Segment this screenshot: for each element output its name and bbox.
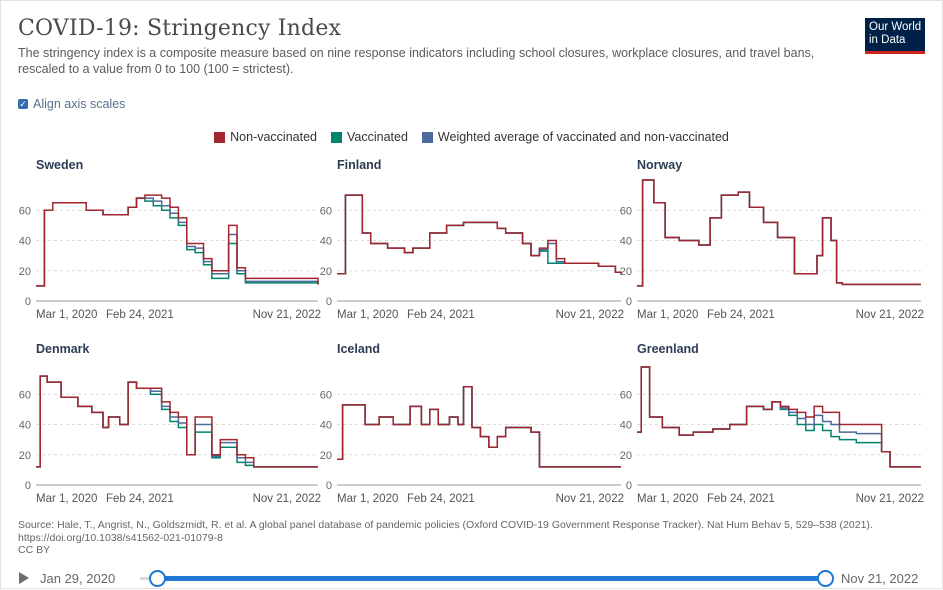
y-tick-label-denmark: 60: [19, 389, 31, 401]
y-tick-label-finland: 60: [320, 205, 332, 217]
y-tick-label-sweden: 60: [19, 205, 31, 217]
x-tick-label-greenland: Mar 1, 2020: [637, 493, 698, 505]
x-tick-label-norway: Nov 21, 2022: [856, 309, 924, 321]
series-line-sweden-weighted: [36, 197, 319, 287]
y-tick-label-sweden: 0: [25, 296, 31, 308]
panel-title-greenland: Greenland: [637, 342, 699, 356]
x-tick-label-greenland: Feb 24, 2021: [707, 493, 775, 505]
y-tick-label-greenland: 40: [620, 420, 632, 432]
x-tick-label-iceland: Nov 21, 2022: [556, 493, 624, 505]
legend-label: Non-vaccinated: [230, 130, 317, 144]
y-tick-label-sweden: 20: [19, 266, 31, 278]
y-tick-label-denmark: 40: [19, 420, 31, 432]
timeline-start-handle[interactable]: [149, 570, 166, 587]
y-tick-label-iceland: 0: [326, 480, 332, 492]
x-tick-label-denmark: Mar 1, 2020: [36, 493, 97, 505]
y-tick-label-greenland: 0: [626, 480, 632, 492]
series-line-greenland-weighted: [637, 366, 921, 468]
timeline-end-date: Nov 21, 2022: [841, 571, 919, 586]
series-line-denmark-non-vaccinated: [36, 375, 318, 468]
series-line-iceland-non-vaccinated: [337, 385, 621, 468]
checkbox-checked-icon[interactable]: ✓: [18, 99, 28, 109]
series-line-norway-weighted: [637, 179, 921, 287]
series-line-greenland-non-vaccinated: [637, 366, 921, 468]
legend-label: Vaccinated: [347, 130, 408, 144]
small-multiples-charts: Sweden 0 20 40 60 Mar 1, 2020 Feb 24, 2021 Nov …: [19, 158, 924, 505]
y-tick-label-denmark: 20: [19, 450, 31, 462]
x-tick-label-norway: Feb 24, 2021: [707, 309, 775, 321]
y-tick-label-norway: 20: [620, 266, 632, 278]
x-tick-label-finland: Nov 21, 2022: [556, 309, 624, 321]
series-line-finland-non-vaccinated: [337, 194, 622, 275]
y-tick-label-finland: 40: [320, 236, 332, 248]
series-line-finland-vaccinated: [337, 194, 622, 275]
x-tick-label-sweden: Mar 1, 2020: [36, 309, 97, 321]
legend: Non-vaccinated Vaccinated Weighted avera…: [0, 130, 943, 144]
y-tick-label-finland: 20: [320, 266, 332, 278]
legend-swatch: [331, 131, 342, 143]
panel-title-norway: Norway: [637, 158, 682, 172]
y-tick-label-norway: 60: [620, 205, 632, 217]
timeline-range[interactable]: [156, 576, 825, 581]
play-icon[interactable]: [19, 572, 29, 584]
chart-subtitle: The stringency index is a composite meas…: [18, 46, 815, 76]
series-line-sweden-vaccinated: [36, 197, 319, 287]
y-tick-label-iceland: 60: [320, 389, 332, 401]
y-tick-label-iceland: 40: [320, 420, 332, 432]
x-tick-label-iceland: Mar 1, 2020: [337, 493, 398, 505]
y-tick-label-finland: 0: [326, 296, 332, 308]
legend-swatch: [214, 131, 226, 143]
x-tick-label-norway: Mar 1, 2020: [637, 309, 698, 321]
panel-title-sweden: Sweden: [36, 158, 83, 172]
series-line-greenland-vaccinated: [637, 366, 921, 468]
series-line-finland-weighted: [337, 194, 622, 275]
license-text: CC BY: [18, 544, 51, 556]
x-tick-label-sweden: Nov 21, 2022: [253, 309, 321, 321]
align-axis-toggle[interactable]: ✓ Align axis scales: [18, 97, 125, 111]
series-line-sweden-non-vaccinated: [36, 194, 319, 287]
legend-item-vaccinated[interactable]: Vaccinated: [331, 130, 408, 144]
y-tick-label-norway: 0: [626, 296, 632, 308]
owid-logo[interactable]: Our World in Data: [865, 18, 925, 54]
x-tick-label-greenland: Nov 21, 2022: [856, 493, 924, 505]
x-tick-label-iceland: Feb 24, 2021: [407, 493, 475, 505]
x-tick-label-sweden: Feb 24, 2021: [106, 309, 174, 321]
legend-swatch: [421, 131, 433, 143]
x-tick-label-finland: Mar 1, 2020: [337, 309, 398, 321]
align-axis-label: Align axis scales: [33, 97, 126, 111]
legend-item-non-vaccinated[interactable]: Non-vaccinated: [214, 130, 317, 144]
y-tick-label-iceland: 20: [320, 450, 332, 462]
legend-item-weighted-average[interactable]: Weighted average of vaccinated and non-v…: [421, 130, 729, 144]
y-tick-label-sweden: 40: [19, 236, 31, 248]
logo-line-2: in Data: [869, 33, 906, 46]
chart-title: COVID-19: Stringency Index: [18, 16, 342, 41]
logo-line-1: Our World: [869, 21, 922, 33]
x-tick-label-denmark: Nov 21, 2022: [253, 493, 321, 505]
y-tick-label-greenland: 60: [620, 389, 632, 401]
panel-title-finland: Finland: [337, 158, 381, 172]
x-tick-label-finland: Feb 24, 2021: [407, 309, 475, 321]
source-text: Source: Hale, T., Angrist, N., Goldszmid…: [18, 519, 873, 544]
timeline-end-handle[interactable]: [817, 570, 834, 587]
panel-title-denmark: Denmark: [36, 342, 90, 356]
series-line-norway-non-vaccinated: [637, 179, 921, 287]
timeline-slider: Jan 29, 2020 Nov 21, 2022: [0, 566, 943, 590]
y-tick-label-norway: 40: [620, 236, 632, 248]
series-line-norway-vaccinated: [637, 179, 921, 287]
y-tick-label-greenland: 20: [620, 450, 632, 462]
y-tick-label-denmark: 0: [25, 480, 31, 492]
legend-label: Weighted average of vaccinated and non-v…: [437, 130, 729, 144]
series-line-denmark-vaccinated: [36, 375, 318, 468]
panel-title-iceland: Iceland: [337, 342, 380, 356]
x-tick-label-denmark: Feb 24, 2021: [106, 493, 174, 505]
source-note: Source: Hale, T., Angrist, N., Goldszmid…: [18, 519, 898, 557]
timeline-start-date: Jan 29, 2020: [40, 571, 116, 586]
